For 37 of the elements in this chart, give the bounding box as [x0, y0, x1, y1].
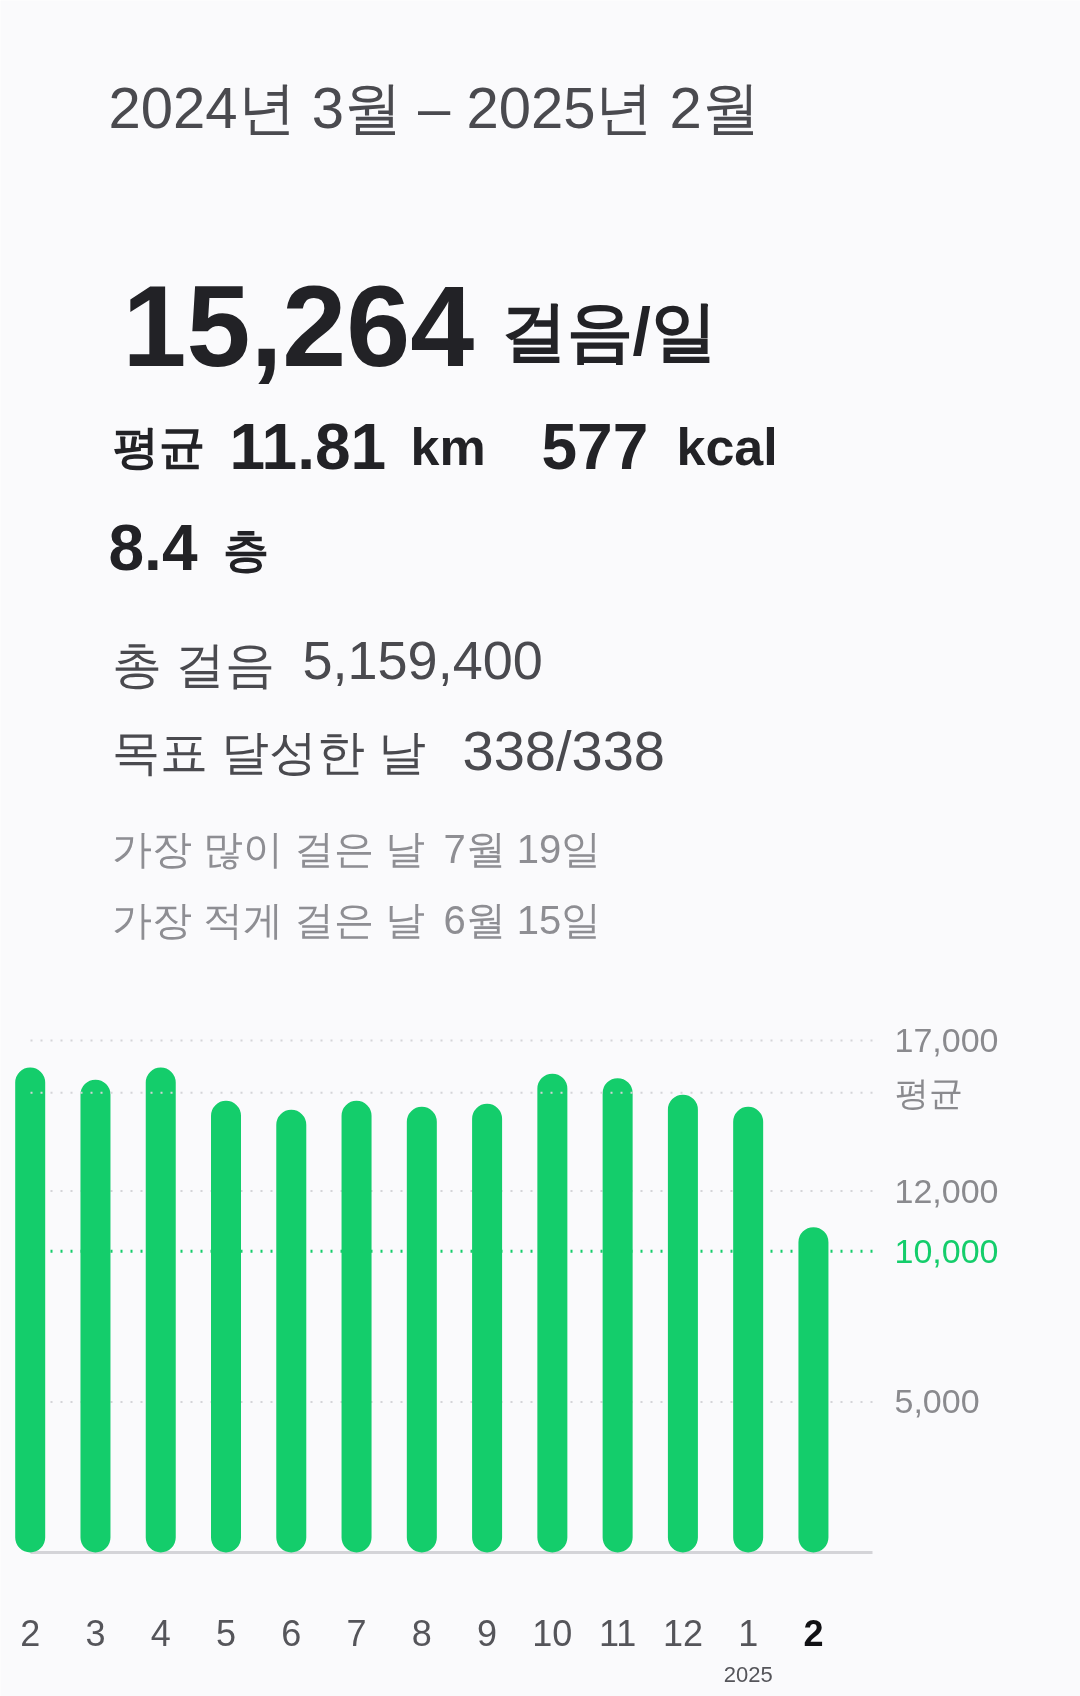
text: 8.4	[108, 512, 198, 584]
x-tick-label: 1	[738, 1612, 759, 1654]
x-tick-label: 8	[411, 1612, 432, 1654]
text: 15,264	[122, 261, 475, 390]
x-tick-label: 2	[803, 1612, 824, 1654]
text: 338/338	[462, 719, 665, 782]
text: 5,159,400	[302, 630, 543, 690]
text: 총 걸음	[111, 636, 276, 693]
x-tick-label: 5	[216, 1612, 237, 1654]
text: kcal	[676, 417, 778, 476]
x-tick-label: 9	[477, 1612, 498, 1654]
y-tick-label: 17,000	[894, 1021, 999, 1059]
x-tick-label: 11	[598, 1612, 637, 1654]
text: 층	[222, 523, 269, 576]
text: 걸음/일	[500, 293, 717, 368]
y-tick-label: 12,000	[894, 1171, 999, 1210]
text: 11.81	[229, 411, 387, 483]
x-tick-label: 3	[85, 1612, 106, 1654]
text: 2025	[723, 1662, 773, 1687]
x-tick-label: 2	[20, 1612, 41, 1654]
text: 가장 적게 걸은 날	[111, 897, 425, 942]
x-tick-label: 10	[532, 1612, 573, 1654]
ref-line-label: 평균	[894, 1073, 963, 1112]
text: 평균	[112, 420, 205, 473]
chart-title: 2024년 3월 – 2025년 2월	[108, 75, 760, 140]
x-tick-label: 7	[346, 1612, 367, 1654]
text: 가장 많이 걸은 날	[111, 826, 425, 871]
x-tick-label: 4	[150, 1612, 171, 1654]
text: 목표 달성한 날	[111, 726, 427, 779]
y-tick-label: 5,000	[894, 1382, 980, 1421]
ref-line-label: 10,000	[894, 1231, 999, 1270]
x-tick-label: 12	[662, 1612, 703, 1654]
text: 7월 19일	[443, 826, 602, 871]
text: 6월 15일	[443, 897, 602, 942]
x-tick-label: 6	[281, 1612, 302, 1654]
text: km	[410, 417, 486, 476]
text: 577	[541, 411, 649, 483]
